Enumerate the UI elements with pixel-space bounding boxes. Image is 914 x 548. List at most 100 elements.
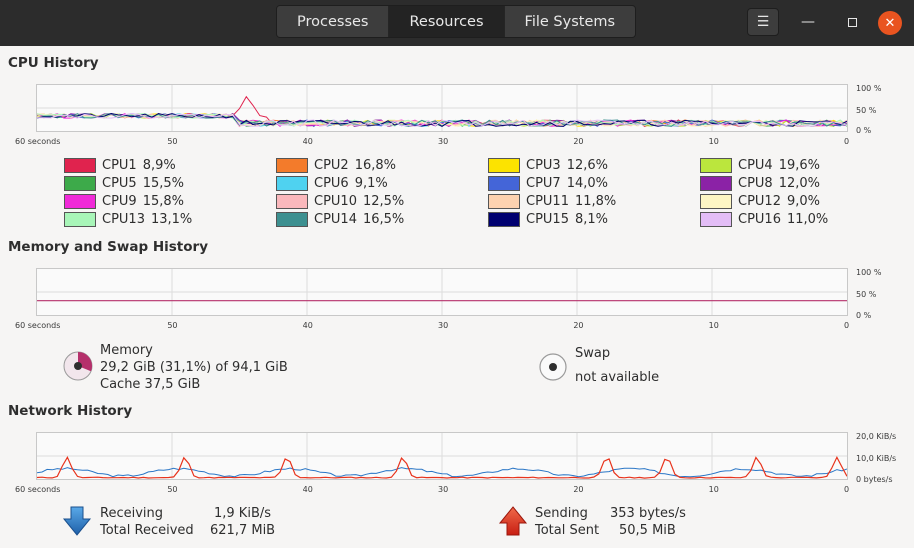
cpu-value: 12,5% (362, 193, 405, 209)
cpu-legend-item[interactable]: CPU14 16,5% (276, 210, 404, 228)
cpu-series-line (37, 112, 847, 127)
network-xtick: 30 (438, 485, 449, 494)
upload-arrow-icon (498, 506, 528, 536)
cpu-color-swatch[interactable] (488, 157, 520, 173)
minimize-button[interactable]: — (792, 8, 824, 36)
cpu-legend-item[interactable]: CPU1 8,9% (64, 156, 176, 174)
memory-xtick: 30 (438, 321, 449, 330)
cpu-legend-item[interactable]: CPU15 8,1% (488, 210, 608, 228)
cpu-value: 15,5% (142, 175, 185, 191)
cpu-name: CPU15 (526, 211, 569, 227)
cpu-name: CPU3 (526, 157, 561, 173)
cpu-history-graph (36, 84, 848, 132)
tab-resources[interactable]: Resources (389, 6, 505, 37)
cpu-xtick: 40 (302, 137, 313, 146)
cpu-color-swatch[interactable] (700, 193, 732, 209)
memory-history-title: Memory and Swap History (8, 239, 208, 255)
maximize-icon (847, 17, 857, 27)
network-send-line (37, 455, 847, 479)
view-switcher: Processes Resources File Systems (276, 5, 637, 38)
maximize-button[interactable] (836, 8, 868, 36)
cpu-name: CPU11 (526, 193, 569, 209)
network-xtick: 10 (708, 485, 719, 494)
network-ytick-high: 20,0 KiB/s (856, 432, 897, 441)
network-xtick: 20 (573, 485, 584, 494)
cpu-color-swatch[interactable] (276, 193, 308, 209)
cpu-name: CPU14 (314, 211, 357, 227)
tab-file-systems[interactable]: File Systems (504, 6, 636, 37)
cpu-name: CPU1 (102, 157, 137, 173)
cpu-legend-item[interactable]: CPU10 12,5% (276, 192, 404, 210)
cpu-value: 15,8% (142, 193, 185, 209)
cpu-legend-item[interactable]: CPU4 19,6% (700, 156, 820, 174)
cpu-color-swatch[interactable] (700, 211, 732, 227)
close-icon: ✕ (884, 15, 896, 31)
cpu-color-swatch[interactable] (64, 175, 96, 191)
cpu-legend-item[interactable]: CPU12 9,0% (700, 192, 820, 210)
cpu-name: CPU4 (738, 157, 773, 173)
menu-button[interactable]: ☰ (747, 8, 779, 36)
cpu-legend-item[interactable]: CPU2 16,8% (276, 156, 396, 174)
graph-canvas (37, 85, 847, 131)
network-xtick: 0 (844, 485, 850, 494)
minimize-icon: — (801, 14, 815, 30)
memory-ytick-100: 100 % (856, 268, 882, 277)
cpu-color-swatch[interactable] (64, 211, 96, 227)
cpu-legend-item[interactable]: CPU6 9,1% (276, 174, 388, 192)
memory-ytick-0: 0 % (856, 311, 872, 320)
cpu-ytick-0: 0 % (856, 126, 872, 135)
memory-xtick: 60 seconds (15, 321, 61, 330)
cpu-legend-item[interactable]: CPU11 11,8% (488, 192, 616, 210)
receiving-value: 1,9 KiB/s (214, 506, 272, 521)
cpu-color-swatch[interactable] (64, 157, 96, 173)
network-xtick: 60 seconds (15, 485, 61, 494)
cpu-color-swatch[interactable] (276, 157, 308, 173)
cpu-color-swatch[interactable] (64, 193, 96, 209)
cpu-name: CPU7 (526, 175, 561, 191)
cpu-name: CPU8 (738, 175, 773, 191)
cpu-xtick: 30 (438, 137, 449, 146)
cpu-color-swatch[interactable] (276, 175, 308, 191)
memory-pie-icon (63, 351, 93, 381)
memory-xtick: 40 (302, 321, 313, 330)
memory-usage: 29,2 GiB (31,1%) of 94,1 GiB (100, 360, 288, 375)
download-arrow-icon (62, 506, 92, 536)
cpu-color-swatch[interactable] (488, 175, 520, 191)
cpu-color-swatch[interactable] (276, 211, 308, 227)
cpu-legend-item[interactable]: CPU13 13,1% (64, 210, 192, 228)
cpu-xtick: 0 (844, 137, 850, 146)
cpu-legend-item[interactable]: CPU8 12,0% (700, 174, 820, 192)
cpu-color-swatch[interactable] (488, 193, 520, 209)
cpu-name: CPU16 (738, 211, 781, 227)
memory-xtick: 20 (573, 321, 584, 330)
cpu-value: 16,5% (362, 211, 405, 227)
cpu-legend-item[interactable]: CPU16 11,0% (700, 210, 828, 228)
cpu-legend-item[interactable]: CPU9 15,8% (64, 192, 184, 210)
network-history-title: Network History (8, 403, 133, 419)
network-xtick: 40 (302, 485, 313, 494)
cpu-value: 9,1% (354, 175, 388, 191)
cpu-value: 8,9% (142, 157, 176, 173)
receiving-label: Receiving (100, 506, 164, 521)
cpu-value: 9,0% (786, 193, 821, 209)
total-sent-label: Total Sent (535, 523, 600, 538)
memory-label: Memory (100, 343, 153, 358)
swap-status: not available (575, 370, 660, 385)
sending-value: 353 bytes/s (610, 506, 686, 521)
cpu-color-swatch[interactable] (488, 211, 520, 227)
memory-xtick: 10 (708, 321, 719, 330)
memory-ytick-50: 50 % (856, 290, 877, 299)
close-button[interactable]: ✕ (878, 11, 902, 35)
cpu-legend-item[interactable]: CPU3 12,6% (488, 156, 608, 174)
cpu-series-line (37, 112, 847, 127)
cpu-color-swatch[interactable] (700, 175, 732, 191)
network-xtick: 50 (167, 485, 178, 494)
cpu-color-swatch[interactable] (700, 157, 732, 173)
network-ytick-zero: 0 bytes/s (856, 475, 893, 484)
cpu-legend-item[interactable]: CPU5 15,5% (64, 174, 184, 192)
cpu-value: 11,0% (786, 211, 829, 227)
cpu-legend-item[interactable]: CPU7 14,0% (488, 174, 608, 192)
network-receive-line (37, 467, 847, 478)
tab-processes[interactable]: Processes (277, 6, 390, 37)
cpu-name: CPU10 (314, 193, 357, 209)
